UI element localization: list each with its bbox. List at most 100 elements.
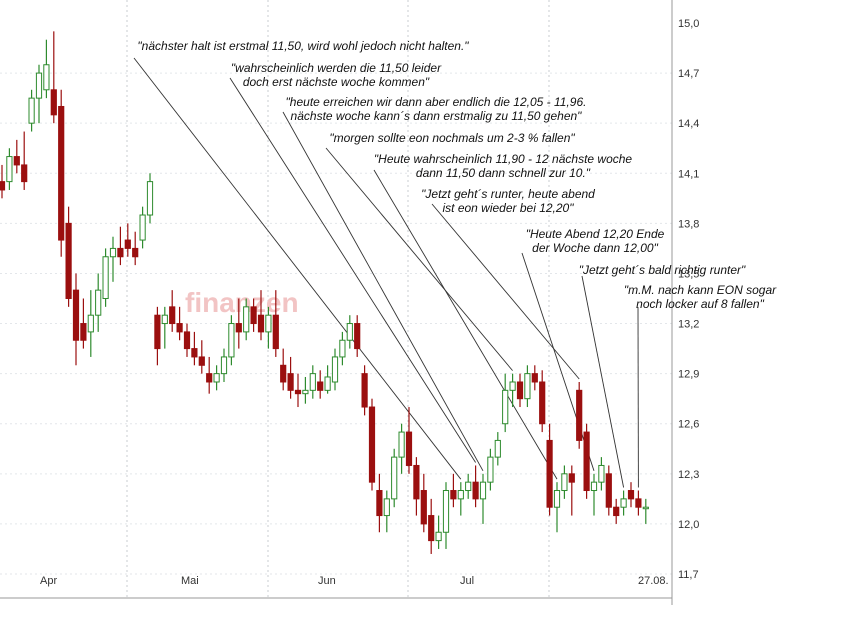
candle-up [146,181,154,216]
watermark: finanzen [185,287,299,318]
candle-up [228,323,235,358]
y-tick-label: 12,6 [678,419,699,431]
candle-down [368,406,376,483]
annotation-text: "Heute wahrscheinlich 11,90 - 12 nächste… [374,152,633,180]
y-tick-label: 12,0 [678,519,699,531]
candle-down [250,306,257,325]
annotation-pointer [431,203,580,380]
y-tick-label: 13,2 [678,319,699,331]
annotation-line: "m.M. nach kann EON sogar [624,283,777,297]
candle-down [176,323,183,333]
annotation-text: "Jetzt geht´s bald richtig runter" [579,263,746,277]
candle-down [280,364,287,383]
candle-down [568,473,575,483]
y-tick-label: 12,9 [678,369,699,381]
x-tick-label: Apr [40,575,57,587]
candle-down [405,431,413,466]
candle-up [598,464,605,483]
candle-up [265,314,272,333]
candles [0,31,649,554]
candle-up [479,481,487,500]
annotation-line: "Jetzt geht´s runter, heute abend [421,187,595,201]
candle-up [243,306,250,333]
candle-up [590,481,598,492]
candle-up [398,431,405,458]
annotations: "nächster halt ist erstmal 11,50, wird w… [137,39,777,311]
candle-down [154,314,161,350]
candle-down [413,464,420,500]
candle-up [346,323,353,341]
candle-down [50,89,57,116]
annotation-line: ist eon wieder bei 12,20" [442,201,574,215]
candle-up [35,72,43,99]
candle-down [531,373,538,383]
candle-down [450,490,457,500]
y-tick-label: 11,7 [678,569,699,581]
candle-down [539,381,546,425]
candle-down [472,481,479,500]
candle-up [324,376,331,391]
candle-down [13,156,20,166]
candle-up [502,389,509,425]
candle-down [183,331,191,350]
candle-down [132,247,139,258]
annotation-pointer [373,169,558,480]
candle-up [509,381,516,391]
annotation-line: "Heute wahrscheinlich 11,90 - 12 nächste… [374,152,633,166]
candle-down [605,473,612,508]
candle-down [428,515,435,542]
annotation-line: der Woche dann 12,00" [532,241,658,255]
annotation-line: nächste woche kann´s dann erstmalig zu 1… [291,109,583,123]
candle-up [87,314,94,333]
candle-up [642,506,649,510]
y-tick-label: 15,0 [678,18,699,30]
candle-up [213,373,220,383]
candle-up [95,289,102,316]
candle-up [435,531,442,542]
candle-up [6,156,13,183]
annotation-pointer [282,111,484,472]
candle-down [294,389,302,395]
candle-up [391,456,398,500]
x-tick-label: 27.08. [638,575,669,587]
candle-up [309,373,316,391]
candle-up [553,490,561,508]
candle-up [620,498,627,508]
annotation-text: "m.M. nach kann EON sogar noch locker auf… [624,283,777,311]
annotation-line: doch erst nächste woche kommen" [243,75,430,89]
candle-down [80,323,87,341]
candle-down [613,506,620,517]
candle-down [169,306,176,325]
candle-up [442,490,450,533]
y-tick-label: 14,7 [678,68,699,80]
annotation-line: dann 11,50 dann schnell zur 10." [416,166,591,180]
candle-up [161,314,168,325]
candle-up [331,356,339,383]
candle-down [72,289,80,341]
candle-down [287,373,294,391]
annotation-pointers [133,57,639,488]
candle-up [465,481,472,492]
annotation-text: "Heute Abend 12,20 Ende der Woche dann 12… [526,227,665,255]
candle-down [191,348,198,358]
candle-down [583,431,590,492]
annotation-line: "Heute Abend 12,20 Ende [526,227,665,241]
candle-down [420,490,427,525]
candle-up [339,339,346,358]
candle-down [317,381,324,391]
annotation-line: "morgen sollte eon nochmals um 2-3 % fal… [329,131,575,145]
candle-up [561,473,568,492]
candle-down [257,314,265,333]
y-tick-label: 13,5 [678,268,699,280]
candle-down [376,490,383,517]
candle-up [220,356,228,375]
annotation-text: "Jetzt geht´s runter, heute abend ist eon… [421,187,595,215]
candle-down [117,247,124,258]
candle-down [516,381,524,400]
candle-down [576,389,583,441]
annotation-pointer [229,77,476,463]
annotation-pointer [325,147,513,371]
annotation-text: "nächster halt ist erstmal 11,50, wird w… [137,39,469,53]
y-axis: 14,7 14,4 14,1 13,8 13,5 13,2 12,9 12,6 12,3 12,0… [678,18,699,581]
